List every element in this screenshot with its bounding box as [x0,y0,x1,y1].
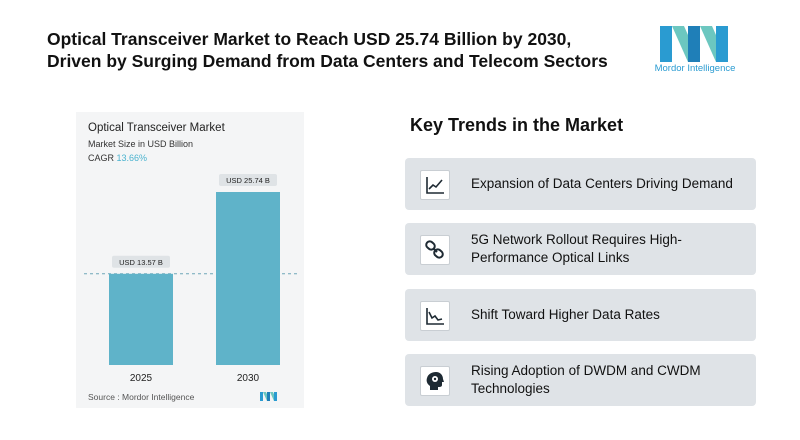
brain-gear-icon [426,372,444,390]
trend-label: Rising Adoption of DWDM and CWDM Technol… [471,363,701,396]
chart-source: Source : Mordor Intelligence [88,392,194,402]
chart-subtitle: Market Size in USD Billion [88,139,194,149]
trend-icon-box [420,170,450,200]
bar-2025 [109,273,173,365]
bar-2030 [216,192,280,365]
data-label-2030: USD 25.74 B [226,176,270,185]
trend-icon-box [420,301,450,331]
trend-label: Shift Toward Higher Data Rates [471,307,660,322]
trend-label: Expansion of Data Centers Driving Demand [471,176,733,191]
source-label: Source : [88,392,123,402]
title-line-1: Optical Transceiver Market to Reach USD … [47,29,572,49]
bar-chart: USD 13.57 B 2025 USD 25.74 B 2030 [84,174,298,384]
cagr-value: 13.66% [116,153,148,163]
logo-text: Mordor Intelligence [654,63,736,74]
x-tick-label-2025: 2025 [130,373,153,384]
trend-icon-box [420,366,450,396]
trend-item-dwdm: Rising Adoption of DWDM and CWDM Technol… [405,354,756,406]
line-chart-down-icon [426,308,444,325]
data-label-bg-2025 [112,255,170,268]
chart-cagr: CAGR 13.66% [88,153,147,163]
line-chart-up-icon [426,177,444,194]
title-line-2: Driven by Surging Demand from Data Cente… [47,51,608,71]
trend-item-5g: 5G Network Rollout Requires High-Perform… [405,223,756,275]
chart-card: Optical Transceiver Market Market Size i… [76,112,304,408]
trend-item-data-centers: Expansion of Data Centers Driving Demand [405,158,756,210]
x-tick-label-2030: 2030 [237,373,260,384]
page-title: Optical Transceiver Market to Reach USD … [47,28,647,72]
chain-link-icon [425,240,444,259]
cagr-label: CAGR [88,153,115,163]
source-value: Mordor Intelligence [122,392,195,402]
data-label-bg-2030 [219,174,277,186]
trends-title: Key Trends in the Market [410,115,624,135]
trend-icon-box [420,235,450,265]
mordor-logo-icon [660,26,728,62]
chart-title: Optical Transceiver Market [88,122,225,134]
trend-item-data-rates: Shift Toward Higher Data Rates [405,289,756,341]
trend-label: 5G Network Rollout Requires High-Perform… [471,232,682,265]
data-label-2025: USD 13.57 B [119,258,163,267]
mini-logo-icon [260,392,277,401]
